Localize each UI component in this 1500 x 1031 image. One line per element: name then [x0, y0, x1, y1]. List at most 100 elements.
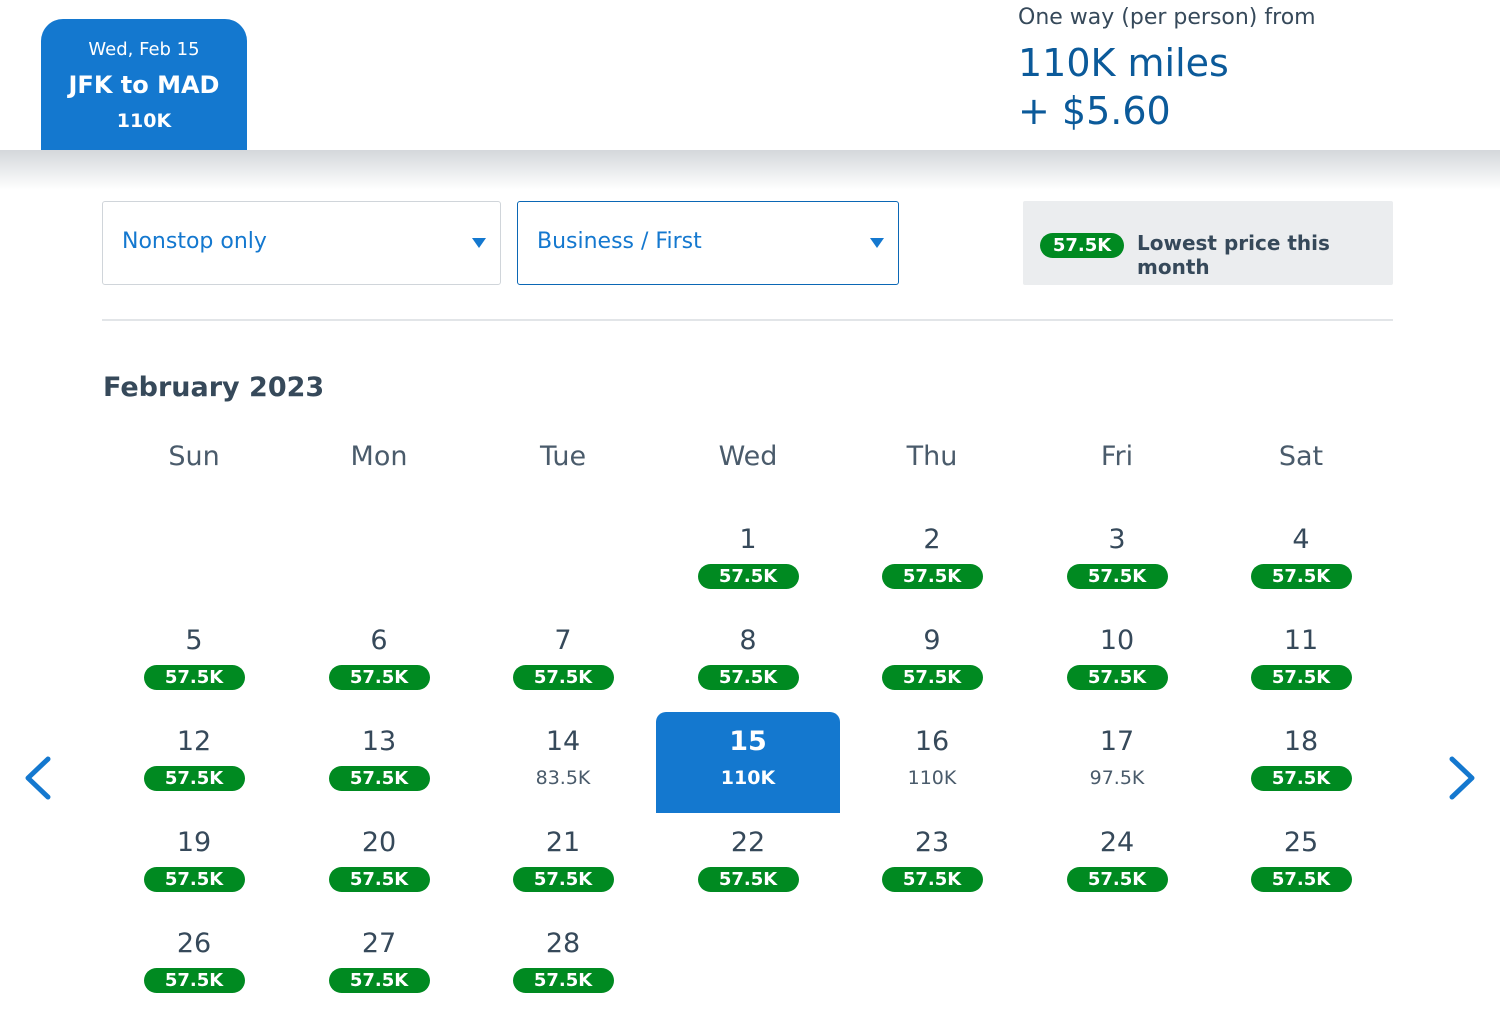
lowest-price-badge: 57.5K: [512, 665, 614, 690]
selected-date-tab[interactable]: Wed, Feb 15 JFK to MAD 110K: [41, 19, 247, 150]
cabin-select[interactable]: Business / First: [517, 201, 899, 285]
fare-label: One way (per person) from: [1018, 5, 1316, 30]
calendar-day[interactable]: 28 57.5K: [471, 914, 655, 1015]
day-number: 18: [1283, 726, 1319, 757]
tab-route: JFK to MAD: [68, 71, 220, 99]
chevron-right-icon: [1449, 756, 1475, 800]
calendar-day[interactable]: 19 57.5K: [102, 813, 286, 914]
lowest-price-badge: 57.5K: [328, 968, 430, 993]
fare-fee: + $5.60: [1018, 89, 1171, 133]
lowest-price-legend: 57.5K Lowest price this month: [1023, 201, 1393, 285]
lowest-price-badge: 57.5K: [1250, 766, 1352, 791]
calendar-day[interactable]: 3 57.5K: [1025, 510, 1209, 611]
lowest-price-badge: 57.5K: [328, 766, 430, 791]
calendar-day[interactable]: 6 57.5K: [287, 611, 471, 712]
day-number: 13: [361, 726, 397, 757]
day-price: 110K: [720, 767, 776, 789]
lowest-price-badge: 57.5K: [512, 968, 614, 993]
calendar-day[interactable]: 1 57.5K: [656, 510, 840, 611]
day-number: 7: [554, 625, 572, 656]
calendar-day[interactable]: 24 57.5K: [1025, 813, 1209, 914]
lowest-price-badge: 57.5K: [881, 665, 983, 690]
weekday-thu: Thu: [906, 441, 958, 472]
lowest-price-badge: 57.5K: [1250, 867, 1352, 892]
lowest-price-badge: 57.5K: [1066, 564, 1168, 589]
weekday-wed: Wed: [718, 441, 778, 472]
fare-miles: 110K miles: [1018, 41, 1229, 85]
calendar-day[interactable]: 13 57.5K: [287, 712, 471, 813]
chevron-left-icon: [25, 756, 51, 800]
lowest-price-badge: 57.5K: [512, 867, 614, 892]
legend-text: Lowest price this month: [1137, 231, 1330, 279]
calendar-day[interactable]: 8 57.5K: [656, 611, 840, 712]
calendar-day[interactable]: 12 57.5K: [102, 712, 286, 813]
lowest-price-badge: 57.5K: [697, 867, 799, 892]
calendar-day[interactable]: 9 57.5K: [840, 611, 1024, 712]
calendar-day[interactable]: 4 57.5K: [1209, 510, 1393, 611]
legend-badge: 57.5K: [1040, 233, 1124, 258]
lowest-price-badge: 57.5K: [328, 665, 430, 690]
header-bar: Wed, Feb 15 JFK to MAD 110K One way (per…: [0, 0, 1500, 150]
calendar-day[interactable]: 14 83.5K: [471, 712, 655, 813]
calendar-day[interactable]: 10 57.5K: [1025, 611, 1209, 712]
lowest-price-badge: 57.5K: [328, 867, 430, 892]
day-price: 97.5K: [1089, 767, 1145, 789]
caret-down-icon: [472, 238, 486, 248]
day-number: 12: [176, 726, 212, 757]
weekday-sun: Sun: [168, 441, 220, 472]
tab-date: Wed, Feb 15: [88, 39, 200, 60]
day-number: 11: [1283, 625, 1319, 656]
day-number: 26: [176, 928, 212, 959]
day-number: 5: [185, 625, 203, 656]
day-number: 24: [1099, 827, 1135, 858]
lowest-price-badge: 57.5K: [143, 968, 245, 993]
day-number: 6: [370, 625, 388, 656]
stops-select-value: Nonstop only: [122, 229, 267, 254]
weekday-fri: Fri: [1100, 441, 1134, 472]
calendar-day[interactable]: 7 57.5K: [471, 611, 655, 712]
calendar-day[interactable]: 26 57.5K: [102, 914, 286, 1015]
lowest-price-badge: 57.5K: [1066, 665, 1168, 690]
calendar-day[interactable]: 5 57.5K: [102, 611, 286, 712]
calendar-day[interactable]: 21 57.5K: [471, 813, 655, 914]
calendar-day[interactable]: 27 57.5K: [287, 914, 471, 1015]
divider: [102, 319, 1393, 321]
next-month-button[interactable]: [1436, 753, 1486, 803]
calendar-day[interactable]: 11 57.5K: [1209, 611, 1393, 712]
weekday-sat: Sat: [1278, 441, 1324, 472]
day-number: 23: [914, 827, 950, 858]
calendar-day[interactable]: 20 57.5K: [287, 813, 471, 914]
lowest-price-badge: 57.5K: [1066, 867, 1168, 892]
calendar-day[interactable]: 2 57.5K: [840, 510, 1024, 611]
calendar-day[interactable]: 17 97.5K: [1025, 712, 1209, 813]
lowest-price-badge: 57.5K: [881, 564, 983, 589]
stops-select[interactable]: Nonstop only: [102, 201, 501, 285]
weekday-tue: Tue: [539, 441, 587, 472]
lowest-price-badge: 57.5K: [143, 665, 245, 690]
prev-month-button[interactable]: [14, 753, 64, 803]
calendar-day[interactable]: 18 57.5K: [1209, 712, 1393, 813]
day-number: 25: [1283, 827, 1319, 858]
day-number: 10: [1099, 625, 1135, 656]
day-number: 2: [923, 524, 941, 555]
calendar-day[interactable]: 16 110K: [840, 712, 1024, 813]
calendar-day[interactable]: 15 110K: [656, 712, 840, 813]
lowest-price-badge: 57.5K: [697, 564, 799, 589]
day-number: 8: [739, 625, 757, 656]
day-number: 16: [914, 726, 950, 757]
calendar-day[interactable]: 22 57.5K: [656, 813, 840, 914]
lowest-price-badge: 57.5K: [143, 766, 245, 791]
calendar-day[interactable]: 25 57.5K: [1209, 813, 1393, 914]
day-number: 4: [1292, 524, 1310, 555]
day-number: 28: [545, 928, 581, 959]
calendar-day[interactable]: 23 57.5K: [840, 813, 1024, 914]
caret-down-icon: [870, 238, 884, 248]
month-title: February 2023: [103, 372, 325, 403]
day-number: 20: [361, 827, 397, 858]
day-price: 83.5K: [535, 767, 591, 789]
lowest-price-badge: 57.5K: [697, 665, 799, 690]
day-number: 14: [545, 726, 581, 757]
day-number: 22: [730, 827, 766, 858]
lowest-price-badge: 57.5K: [143, 867, 245, 892]
day-number: 21: [545, 827, 581, 858]
